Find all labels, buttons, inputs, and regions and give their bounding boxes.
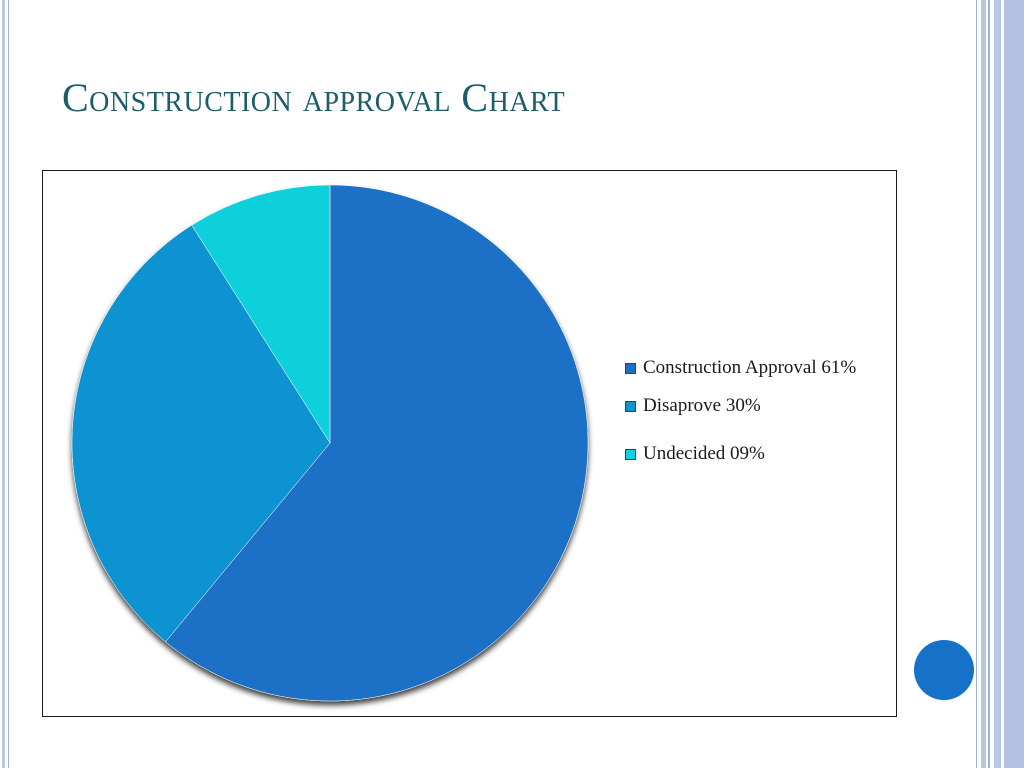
legend-item-disapprove: Disaprove 30% [625,393,887,419]
legend-label: Disaprove 30% [643,395,761,416]
right-frame-stripes [976,0,1024,768]
legend-label: Construction Approval 61% [643,357,857,378]
legend-item-construction-approval: Construction Approval 61% [625,355,887,381]
legend-item-undecided: Undecided 09% [625,441,887,467]
pie-slice-undecided [191,184,331,444]
left-frame-border [0,0,9,768]
pie-slice-construction-approval [165,184,589,702]
legend-swatch [625,363,636,374]
pie-chart [71,184,589,702]
pie-slice-disapprove [71,224,331,643]
legend-swatch [625,449,636,460]
accent-dot [914,640,974,700]
chart-container: Construction Approval 61% Disaprove 30% … [42,170,897,717]
slide-title: Construction approval Chart [62,75,566,120]
legend-label: Undecided 09% [643,443,765,464]
legend-swatch [625,401,636,412]
chart-legend: Construction Approval 61% Disaprove 30% … [625,355,887,479]
